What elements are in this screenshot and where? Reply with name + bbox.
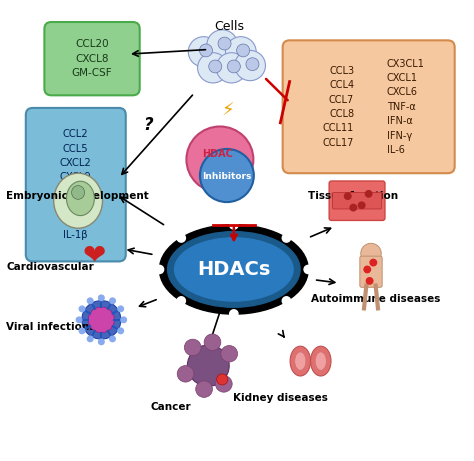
Circle shape [177, 366, 194, 382]
Circle shape [230, 310, 238, 318]
FancyBboxPatch shape [329, 181, 385, 220]
Text: Autoimmune diseases: Autoimmune diseases [310, 294, 440, 304]
Circle shape [76, 317, 82, 323]
Circle shape [82, 301, 121, 339]
Circle shape [186, 126, 254, 193]
Circle shape [217, 374, 228, 385]
Circle shape [282, 297, 291, 305]
Circle shape [200, 44, 212, 57]
Circle shape [200, 149, 254, 202]
Circle shape [366, 278, 373, 284]
Circle shape [87, 298, 93, 303]
Circle shape [196, 381, 212, 397]
Ellipse shape [315, 352, 327, 370]
Circle shape [79, 328, 85, 334]
Text: HDACs: HDACs [197, 260, 271, 279]
Circle shape [235, 50, 265, 81]
FancyBboxPatch shape [332, 193, 382, 209]
Text: HDAC: HDAC [202, 149, 233, 159]
Text: Cancer: Cancer [151, 402, 191, 412]
Circle shape [304, 266, 312, 273]
Circle shape [216, 53, 247, 83]
Circle shape [188, 37, 219, 67]
Circle shape [177, 234, 185, 242]
Text: Kidney diseases: Kidney diseases [233, 393, 328, 403]
Circle shape [370, 260, 376, 266]
Ellipse shape [159, 225, 308, 314]
Circle shape [221, 345, 237, 362]
Circle shape [118, 328, 123, 334]
Text: ⚡: ⚡ [221, 101, 234, 119]
Circle shape [358, 202, 365, 208]
Ellipse shape [310, 346, 331, 376]
Text: Tissue function: Tissue function [308, 191, 398, 201]
Circle shape [365, 191, 372, 197]
Ellipse shape [174, 238, 293, 301]
Ellipse shape [290, 346, 310, 376]
Text: Viral infections: Viral infections [6, 322, 95, 332]
Circle shape [87, 336, 93, 342]
Circle shape [218, 37, 231, 50]
Text: CCL20
CXCL8
GM-CSF: CCL20 CXCL8 GM-CSF [72, 39, 112, 78]
Circle shape [207, 30, 237, 60]
FancyBboxPatch shape [283, 41, 455, 173]
Ellipse shape [54, 173, 102, 228]
Circle shape [228, 60, 240, 73]
Circle shape [99, 339, 104, 344]
Circle shape [350, 204, 356, 211]
Circle shape [364, 266, 371, 272]
Circle shape [155, 266, 164, 273]
Circle shape [177, 297, 185, 305]
FancyBboxPatch shape [26, 108, 126, 261]
Ellipse shape [66, 181, 94, 216]
Circle shape [79, 306, 85, 312]
FancyBboxPatch shape [45, 22, 140, 95]
Circle shape [109, 336, 115, 342]
Text: Cardiovascular: Cardiovascular [6, 262, 94, 272]
Circle shape [246, 58, 259, 71]
Circle shape [118, 306, 123, 312]
Text: Inhibitors: Inhibitors [202, 172, 252, 181]
Text: CX3CL1
CXCL1
CXCL6
TNF-α
IFN-α
IFN-γ
IL-6: CX3CL1 CXCL1 CXCL6 TNF-α IFN-α IFN-γ IL-… [387, 59, 425, 155]
Circle shape [204, 334, 221, 350]
Text: CCL2
CCL5
CXCL2
CXCL9
CXCL10
CXCL12
IL-10
IL-1β: CCL2 CCL5 CXCL2 CXCL9 CXCL10 CXCL12 IL-1… [57, 129, 95, 240]
Circle shape [226, 37, 256, 67]
Text: CCL3
CCL4
CCL7
CCL8
CCL11
CCL17: CCL3 CCL4 CCL7 CCL8 CCL11 CCL17 [323, 66, 354, 148]
Text: Embryonic development: Embryonic development [6, 191, 149, 201]
Ellipse shape [295, 352, 306, 370]
Circle shape [121, 317, 127, 323]
Circle shape [184, 339, 201, 356]
Text: ?: ? [143, 116, 153, 134]
Circle shape [209, 60, 222, 73]
Circle shape [361, 243, 381, 264]
FancyBboxPatch shape [360, 256, 382, 287]
Circle shape [230, 221, 238, 229]
Circle shape [99, 295, 104, 301]
Circle shape [345, 193, 351, 199]
Text: ❤: ❤ [83, 242, 106, 270]
Circle shape [187, 345, 229, 386]
Text: Cells: Cells [214, 20, 244, 33]
Circle shape [237, 44, 250, 57]
Circle shape [216, 376, 232, 392]
Ellipse shape [168, 231, 300, 307]
Circle shape [198, 53, 228, 83]
Ellipse shape [72, 186, 84, 199]
Circle shape [88, 307, 114, 333]
Circle shape [109, 298, 115, 303]
Circle shape [282, 234, 291, 242]
